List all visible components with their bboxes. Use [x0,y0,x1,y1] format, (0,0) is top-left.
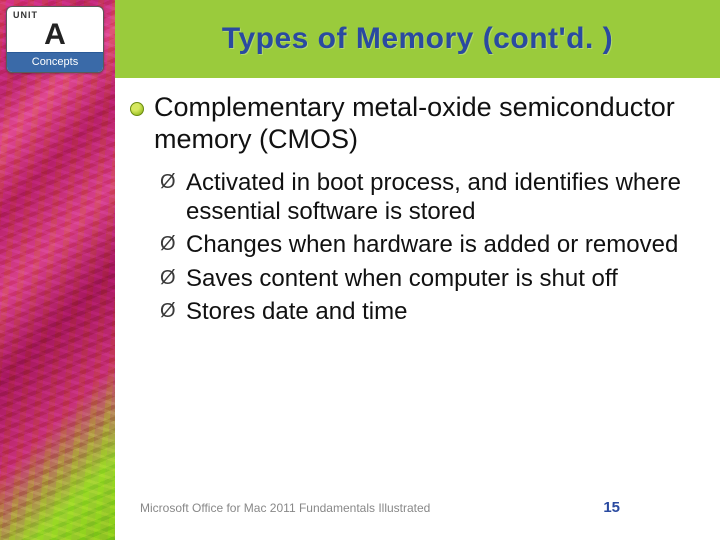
chevron-icon: Ø [160,230,178,258]
page-number: 15 [603,499,680,516]
bullet-level2-text: Activated in boot process, and identifie… [186,168,696,227]
unit-badge: UNIT A Concepts [6,6,104,73]
decorative-sidebar-texture [0,0,115,540]
unit-badge-letter: A [7,20,103,52]
bullet-level2-list: Ø Activated in boot process, and identif… [130,168,696,326]
content-area: Complementary metal-oxide semiconductor … [130,92,696,480]
bullet-level2-text: Stores date and time [186,297,407,326]
bullet-level2-item: Ø Activated in boot process, and identif… [160,168,696,227]
bullet-level2-text: Saves content when computer is shut off [186,264,618,293]
bullet-level2-text: Changes when hardware is added or remove… [186,230,678,259]
title-bar: Types of Memory (cont'd. ) [115,0,720,78]
chevron-icon: Ø [160,297,178,325]
bullet-level2-item: Ø Stores date and time [160,297,696,326]
bullet-dot-icon [130,102,144,116]
bullet-level1: Complementary metal-oxide semiconductor … [130,92,696,156]
decorative-sidebar: UNIT A Concepts [0,0,115,540]
bullet-level2-item: Ø Changes when hardware is added or remo… [160,230,696,259]
chevron-icon: Ø [160,264,178,292]
footer: Microsoft Office for Mac 2011 Fundamenta… [140,499,680,516]
slide-title: Types of Memory (cont'd. ) [222,22,613,56]
chevron-icon: Ø [160,168,178,196]
footer-text: Microsoft Office for Mac 2011 Fundamenta… [140,501,430,515]
bullet-level2-item: Ø Saves content when computer is shut of… [160,264,696,293]
slide: UNIT A Concepts Types of Memory (cont'd.… [0,0,720,540]
unit-badge-concepts: Concepts [7,52,103,72]
bullet-level1-text: Complementary metal-oxide semiconductor … [154,92,696,156]
